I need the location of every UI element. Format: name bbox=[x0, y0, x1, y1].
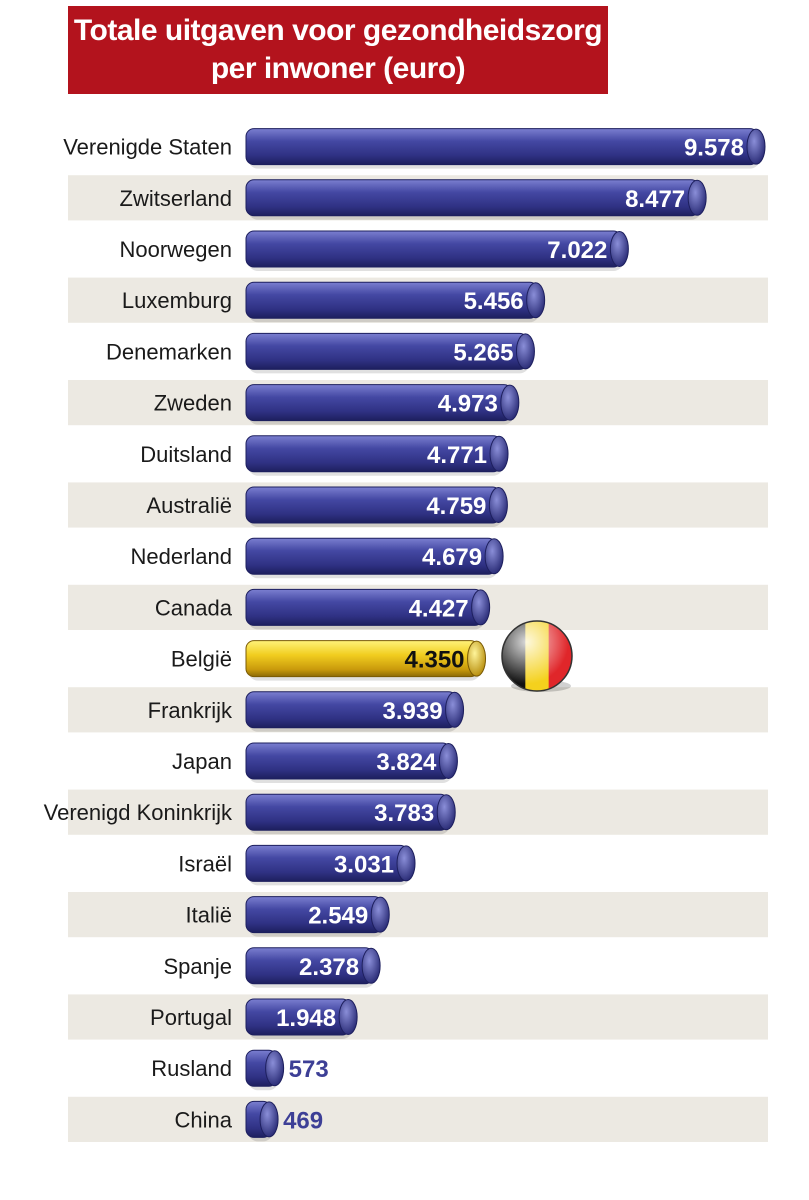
bar bbox=[245, 793, 456, 835]
value-label: 9.578 bbox=[684, 135, 744, 162]
category-label: Zwitserland bbox=[120, 186, 232, 211]
bar bbox=[245, 998, 358, 1039]
category-label: Canada bbox=[155, 595, 233, 620]
bar bbox=[245, 1049, 285, 1091]
chart-title-line-2: per inwoner (euro) bbox=[210, 52, 466, 85]
bar-highlight bbox=[245, 640, 487, 681]
bar-cap bbox=[259, 1101, 279, 1138]
value-label: 4.759 bbox=[426, 493, 486, 520]
value-label: 8.477 bbox=[625, 186, 685, 213]
value-label: 4.427 bbox=[409, 595, 469, 622]
category-labels: Verenigde Staten 9.578 Zwitserland 8.477 Noo… bbox=[44, 135, 744, 1135]
category-label: Verenigd Koninkrijk bbox=[44, 800, 233, 825]
bar-body bbox=[245, 128, 759, 166]
value-label: 2.549 bbox=[308, 903, 368, 930]
bar bbox=[245, 179, 707, 220]
value-label: 3.031 bbox=[334, 851, 394, 878]
value-label: 469 bbox=[283, 1107, 323, 1134]
bar bbox=[245, 1100, 279, 1142]
bar-cap bbox=[500, 384, 520, 421]
bar-cap bbox=[515, 333, 535, 370]
category-label: Noorwegen bbox=[119, 237, 232, 262]
bar-cap bbox=[489, 435, 509, 472]
bar-cap bbox=[746, 128, 766, 165]
row-stripe bbox=[68, 1096, 768, 1142]
value-label: 4.973 bbox=[438, 391, 498, 418]
bar bbox=[245, 486, 508, 527]
category-label: Verenigde Staten bbox=[63, 135, 232, 160]
bars bbox=[245, 128, 766, 1142]
row-stripe bbox=[68, 994, 768, 1040]
bar-cap bbox=[396, 845, 416, 882]
bar bbox=[245, 691, 465, 732]
value-label: 4.679 bbox=[422, 544, 482, 571]
value-label: 1.948 bbox=[276, 1005, 336, 1032]
bar bbox=[245, 896, 390, 937]
bar bbox=[245, 588, 491, 630]
bar bbox=[245, 537, 504, 579]
category-label: Luxemburg bbox=[122, 288, 232, 313]
bar-cap bbox=[687, 179, 707, 216]
chart-title-line-1: Totale uitgaven voor gezondheidszorg bbox=[73, 14, 603, 47]
category-label: Italië bbox=[186, 903, 232, 928]
row-stripe bbox=[68, 892, 768, 938]
category-label: Japan bbox=[172, 749, 232, 774]
value-label: 4.771 bbox=[427, 442, 487, 469]
bar bbox=[245, 435, 509, 476]
flag-ball-shine bbox=[502, 621, 572, 691]
category-label: Frankrijk bbox=[148, 698, 233, 723]
category-label: China bbox=[175, 1107, 233, 1132]
bar bbox=[245, 742, 458, 783]
value-label: 573 bbox=[289, 1056, 329, 1083]
category-label: Australië bbox=[146, 493, 232, 518]
category-label: Israël bbox=[178, 851, 232, 876]
belgian-flag-ball-icon bbox=[501, 620, 573, 692]
value-label: 5.265 bbox=[453, 339, 513, 366]
flag-ball-outline bbox=[501, 620, 573, 692]
bar bbox=[245, 384, 520, 425]
category-label: Spanje bbox=[163, 954, 232, 979]
value-label: 4.350 bbox=[404, 647, 464, 674]
bar-cap bbox=[265, 1050, 285, 1087]
category-label: Duitsland bbox=[140, 442, 232, 467]
category-label: Denemarken bbox=[106, 339, 232, 364]
bar-cap bbox=[361, 947, 381, 984]
value-label: 3.824 bbox=[376, 749, 437, 776]
bar-cap bbox=[370, 896, 390, 933]
category-label: Portugal bbox=[150, 1005, 232, 1030]
bar-cap bbox=[484, 538, 504, 575]
bar-cap bbox=[488, 487, 508, 523]
bar bbox=[245, 281, 546, 323]
category-label: Rusland bbox=[151, 1056, 232, 1081]
bar bbox=[245, 332, 535, 374]
bar bbox=[245, 230, 629, 271]
bar-cap bbox=[436, 794, 456, 831]
category-label: België bbox=[171, 647, 232, 672]
bar-cap bbox=[471, 589, 491, 626]
category-label: Zweden bbox=[154, 391, 232, 416]
bar bbox=[245, 947, 381, 988]
category-label: Nederland bbox=[130, 544, 232, 569]
bar-cap bbox=[526, 282, 546, 319]
bar-cap bbox=[445, 691, 465, 728]
value-label: 3.783 bbox=[374, 800, 434, 827]
value-label: 3.939 bbox=[383, 698, 443, 725]
value-label: 7.022 bbox=[547, 237, 607, 264]
bar-cap bbox=[338, 999, 358, 1035]
bar bbox=[245, 844, 416, 886]
value-label: 5.456 bbox=[464, 288, 524, 315]
value-label: 2.378 bbox=[299, 954, 359, 981]
chart-title: Totale uitgaven voor gezondheidszorg per… bbox=[68, 6, 608, 94]
bar-cap bbox=[467, 640, 487, 677]
bar-cap bbox=[438, 743, 458, 779]
bar-cap bbox=[609, 231, 629, 267]
bar bbox=[245, 128, 766, 169]
